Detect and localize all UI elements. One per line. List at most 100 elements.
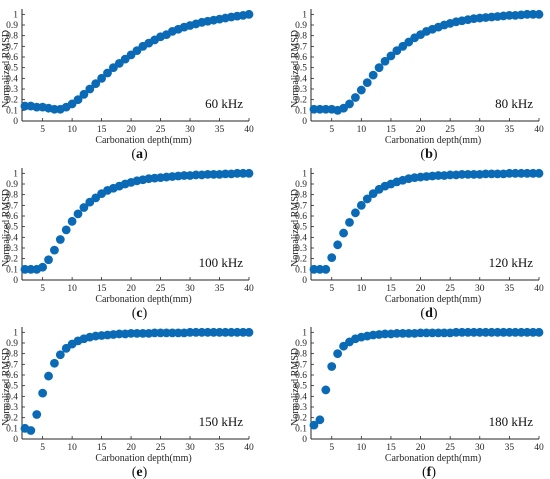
x-tick-label: 30 [185, 125, 195, 135]
x-tick-label: 35 [505, 125, 515, 135]
x-tick-label: 35 [215, 125, 225, 135]
data-point [61, 225, 71, 235]
y-tick-label: 0 [13, 276, 18, 286]
y-tick-label: 1 [13, 10, 18, 20]
y-tick-label: 0.7 [295, 360, 307, 370]
x-tick-label: 35 [215, 284, 225, 294]
y-tick-label: 0.4 [295, 233, 307, 243]
panel-label: (c) [132, 306, 148, 321]
data-point [386, 51, 396, 61]
y-tick-label: 0.9 [295, 180, 307, 190]
y-tick-label: 0.1 [295, 265, 307, 275]
data-point [73, 95, 83, 105]
data-point [356, 200, 366, 210]
x-tick-label: 15 [386, 125, 396, 135]
x-tick-label: 20 [126, 284, 136, 294]
y-tick-label: 0.6 [295, 53, 307, 63]
data-point [351, 93, 360, 102]
x-tick-label: 10 [67, 284, 77, 294]
y-tick-label: 0.7 [295, 42, 307, 52]
data-point [85, 84, 95, 94]
data-point [38, 262, 48, 272]
data-point [26, 426, 36, 435]
y-tick-label: 0.7 [295, 201, 307, 211]
x-tick-label: 15 [386, 284, 396, 294]
x-tick-label: 5 [40, 125, 45, 135]
y-tick-label: 0.6 [6, 212, 18, 222]
y-tick-label: 0.9 [6, 339, 18, 349]
data-point [309, 420, 319, 430]
panel-letter: f [427, 465, 432, 479]
x-tick-label: 25 [156, 284, 166, 294]
x-tick-label: 35 [215, 443, 225, 453]
y-tick-label: 0.9 [295, 339, 307, 349]
chart-panel-f: 00.10.20.30.40.50.60.70.80.915 10 15 20 25 30… [290, 327, 544, 479]
y-tick-label: 0.6 [6, 371, 18, 381]
y-tick-label: 0.3 [295, 244, 307, 254]
data-point [32, 410, 42, 419]
data-point [97, 73, 106, 83]
y-tick-label: 0.8 [295, 32, 307, 42]
y-tick-label: 0.6 [295, 371, 307, 381]
x-tick-label: 20 [416, 125, 426, 135]
y-tick-label: 0.1 [6, 424, 18, 434]
data-point [380, 56, 390, 66]
x-tick-label: 15 [386, 443, 396, 453]
data-point [38, 388, 48, 398]
x-tick-label: 10 [357, 125, 367, 135]
x-tick-label: 30 [185, 443, 195, 453]
y-tick-label: 0.5 [295, 64, 307, 74]
x-tick-label: 40 [244, 125, 254, 135]
data-point [374, 63, 384, 73]
y-tick-label: 1 [302, 328, 307, 338]
x-tick-label: 25 [156, 443, 166, 453]
y-tick-label: 0.5 [6, 382, 18, 392]
frequency-label: 120 kHz [489, 255, 534, 270]
x-axis-title: Carbonation depth(mm) [95, 294, 191, 305]
data-point [333, 349, 343, 359]
y-tick-label: 0.3 [6, 85, 18, 95]
y-tick-label: 0.1 [295, 424, 307, 434]
data-point [315, 415, 325, 425]
y-tick-label: 0.5 [295, 223, 307, 233]
data-point [67, 216, 77, 226]
x-tick-label: 5 [40, 443, 45, 453]
data-point [327, 253, 337, 262]
x-tick-label: 5 [40, 284, 45, 294]
panel-label: (e) [132, 465, 148, 479]
data-point [79, 203, 89, 212]
x-tick-label: 35 [505, 284, 515, 294]
y-tick-label: 0.4 [295, 74, 307, 84]
data-point [321, 385, 331, 395]
data-point [345, 218, 354, 227]
x-tick-label: 30 [475, 443, 485, 453]
frequency-label: 100 kHz [199, 255, 244, 270]
data-point [356, 85, 366, 95]
y-tick-label: 1 [302, 169, 307, 179]
x-tick-label: 25 [445, 125, 455, 135]
frequency-label: 180 kHz [489, 414, 534, 429]
y-tick-label: 0.2 [6, 414, 18, 424]
y-tick-label: 0.6 [295, 212, 307, 222]
x-tick-label: 40 [534, 443, 544, 453]
frequency-label: 60 kHz [205, 96, 243, 111]
data-point [55, 350, 65, 360]
data-point [534, 168, 544, 178]
y-tick-label: 0.9 [6, 180, 18, 190]
y-axis-title: Normalized RMSD [290, 189, 301, 267]
x-tick-label: 30 [475, 284, 485, 294]
y-tick-label: 0.4 [6, 233, 18, 243]
x-tick-label: 30 [475, 125, 485, 135]
panel-label: (a) [131, 147, 148, 162]
x-axis-title: Carbonation depth(mm) [95, 135, 191, 146]
y-tick-label: 0.1 [6, 265, 18, 275]
y-tick-label: 0.5 [295, 382, 307, 392]
x-tick-label: 5 [329, 443, 334, 453]
chart-panel-e: 00.10.20.30.40.50.60.70.80.915 10 15 20 25 30… [1, 327, 254, 479]
x-tick-label: 25 [156, 125, 166, 135]
y-tick-label: 0.1 [295, 106, 307, 116]
y-tick-label: 0.8 [295, 191, 307, 201]
y-tick-label: 0 [302, 117, 307, 127]
data-point [244, 168, 254, 178]
x-tick-label: 15 [97, 125, 107, 135]
